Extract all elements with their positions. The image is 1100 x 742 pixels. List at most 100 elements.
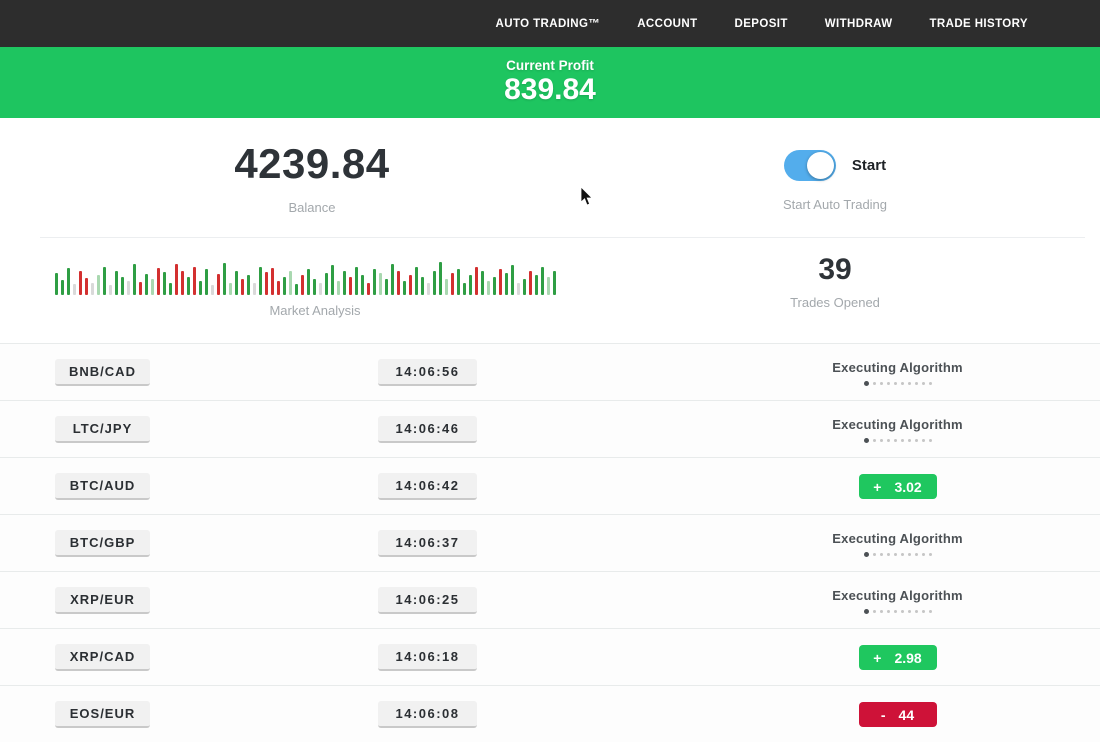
time-button[interactable]: 14:06:42 bbox=[378, 473, 477, 500]
current-profit-value: 839.84 bbox=[504, 73, 596, 106]
progress-dot bbox=[914, 609, 918, 613]
chart-bar bbox=[97, 275, 100, 295]
progress-dot bbox=[879, 552, 883, 556]
chart-bar bbox=[403, 281, 406, 295]
time-button[interactable]: 14:06:18 bbox=[378, 644, 477, 671]
trades-opened-value: 39 bbox=[818, 253, 852, 286]
chart-bar bbox=[115, 271, 118, 295]
current-profit-label: Current Profit bbox=[506, 58, 594, 73]
chart-bar bbox=[379, 273, 382, 295]
executing-label: Executing Algorithm bbox=[832, 359, 963, 375]
chart-bar bbox=[295, 284, 298, 295]
pair-button[interactable]: EOS/EUR bbox=[55, 701, 150, 728]
chart-bar bbox=[259, 267, 262, 295]
profit-badge: +3.02 bbox=[858, 474, 937, 499]
executing-status: Executing Algorithm bbox=[832, 530, 963, 557]
progress-dot bbox=[886, 552, 890, 556]
pair-button[interactable]: BTC/AUD bbox=[55, 473, 150, 500]
pair-button[interactable]: BTC/GBP bbox=[55, 530, 150, 557]
trade-row: XRP/EUR 14:06:25 Executing Algorithm bbox=[0, 571, 1100, 628]
nav-item-withdraw[interactable]: WITHDRAW bbox=[824, 17, 893, 30]
top-nav: AUTO TRADING™ ACCOUNT DEPOSIT WITHDRAW T… bbox=[0, 0, 1100, 47]
balance-value: 4239.84 bbox=[234, 140, 390, 187]
progress-dots bbox=[832, 437, 962, 443]
nav-item-deposit[interactable]: DEPOSIT bbox=[734, 17, 788, 30]
time-button[interactable]: 14:06:25 bbox=[378, 587, 477, 614]
chart-bar bbox=[85, 278, 88, 295]
chart-bar bbox=[475, 267, 478, 295]
chart-bar bbox=[55, 273, 58, 295]
progress-dot bbox=[886, 609, 890, 613]
progress-dot bbox=[872, 609, 876, 613]
chart-bar bbox=[127, 281, 130, 295]
progress-dot bbox=[914, 438, 918, 442]
time-button[interactable]: 14:06:46 bbox=[378, 416, 477, 443]
chart-bar bbox=[139, 282, 142, 295]
trade-status-cell: Executing Algorithm bbox=[795, 344, 1000, 401]
executing-status: Executing Algorithm bbox=[832, 416, 963, 443]
chart-bar bbox=[463, 283, 466, 295]
badge-sign: + bbox=[873, 649, 882, 666]
progress-dots bbox=[832, 608, 962, 614]
chart-bar bbox=[241, 279, 244, 295]
toggle-label: Start bbox=[851, 157, 887, 174]
chart-bar bbox=[373, 269, 376, 295]
pair-button[interactable]: XRP/EUR bbox=[55, 587, 150, 614]
chart-bar bbox=[199, 281, 202, 295]
chart-bar bbox=[211, 285, 214, 295]
progress-dot bbox=[886, 381, 890, 385]
progress-dot bbox=[928, 381, 932, 385]
pair-button[interactable]: XRP/CAD bbox=[55, 644, 150, 671]
pair-button[interactable]: BNB/CAD bbox=[55, 359, 150, 386]
badge-value: 3.02 bbox=[894, 478, 922, 495]
nav-item-trade-history[interactable]: TRADE HISTORY bbox=[929, 17, 1028, 30]
chart-bar bbox=[451, 273, 454, 295]
progress-dot bbox=[921, 381, 925, 385]
trade-row: XRP/CAD 14:06:18 +2.98 bbox=[0, 628, 1100, 685]
progress-dot bbox=[872, 438, 876, 442]
chart-bar bbox=[277, 281, 280, 295]
chart-bar bbox=[505, 273, 508, 295]
progress-dot bbox=[907, 438, 911, 442]
progress-dot bbox=[907, 381, 911, 385]
chart-bar bbox=[109, 285, 112, 295]
auto-trading-toggle[interactable] bbox=[783, 150, 836, 181]
chart-bar bbox=[439, 262, 442, 295]
chart-bar bbox=[61, 280, 64, 295]
progress-dot bbox=[872, 381, 876, 385]
chart-bar bbox=[541, 267, 544, 295]
chart-bar bbox=[385, 279, 388, 295]
trade-row: BNB/CAD 14:06:56 Executing Algorithm bbox=[0, 343, 1100, 400]
chart-bar bbox=[331, 265, 334, 295]
progress-dot bbox=[863, 437, 869, 443]
executing-status: Executing Algorithm bbox=[832, 588, 963, 614]
nav-item-auto-trading[interactable]: AUTO TRADING™ bbox=[495, 17, 601, 30]
trades-opened-stat: 39 Trades Opened bbox=[685, 253, 985, 310]
chart-bar bbox=[79, 271, 82, 295]
progress-dot bbox=[893, 552, 897, 556]
chart-bar bbox=[349, 277, 352, 295]
time-button[interactable]: 14:06:08 bbox=[378, 701, 477, 728]
progress-dot bbox=[928, 438, 932, 442]
executing-label: Executing Algorithm bbox=[832, 530, 963, 546]
progress-dot bbox=[914, 552, 918, 556]
time-button[interactable]: 14:06:56 bbox=[378, 359, 477, 386]
auto-trading-stat: Start Start Auto Trading bbox=[685, 150, 985, 212]
progress-dot bbox=[893, 609, 897, 613]
progress-dot bbox=[879, 381, 883, 385]
nav-item-account[interactable]: ACCOUNT bbox=[637, 17, 698, 30]
progress-dot bbox=[900, 552, 904, 556]
trade-row: BTC/AUD 14:06:42 +3.02 bbox=[0, 457, 1100, 514]
chart-bar bbox=[343, 271, 346, 295]
progress-dot bbox=[872, 552, 876, 556]
time-button[interactable]: 14:06:37 bbox=[378, 530, 477, 557]
chart-bar bbox=[469, 275, 472, 295]
progress-dot bbox=[907, 552, 911, 556]
pair-button[interactable]: LTC/JPY bbox=[55, 416, 150, 443]
executing-label: Executing Algorithm bbox=[832, 416, 963, 432]
chart-bar bbox=[421, 277, 424, 295]
progress-dot bbox=[914, 381, 918, 385]
progress-dot bbox=[921, 552, 925, 556]
progress-dots bbox=[832, 380, 962, 386]
